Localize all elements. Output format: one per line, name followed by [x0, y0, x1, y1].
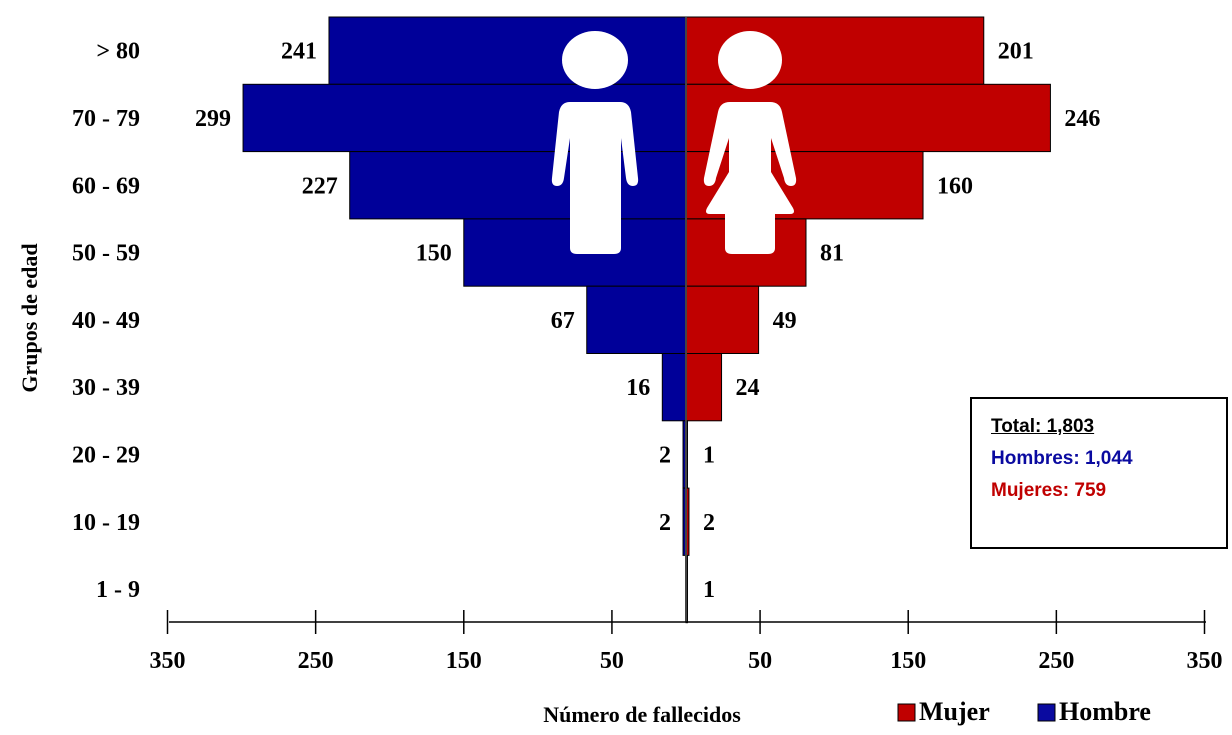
legend-swatch-hombre [1037, 703, 1056, 722]
age-group-label: 10 - 19 [72, 510, 140, 536]
totals-box: Total: 1,803 Hombres: 1,044 Mujeres: 759 [970, 397, 1228, 549]
value-label-mujer: 49 [773, 308, 797, 334]
female-figure-icon [703, 31, 797, 254]
value-label-mujer: 160 [937, 173, 973, 199]
x-tick-label: 150 [446, 648, 482, 674]
value-label-mujer: 1 [703, 577, 715, 603]
legend-label-mujer: Mujer [919, 697, 990, 726]
men-bars [242, 16, 687, 556]
women-count: Mujeres: 759 [991, 480, 1107, 501]
men-count: Hombres: 1,044 [991, 448, 1133, 469]
age-group-label: 20 - 29 [72, 442, 140, 468]
legend-label-hombre: Hombre [1059, 697, 1151, 726]
x-tick-label: 50 [748, 648, 772, 674]
x-tick-label: 250 [1038, 648, 1074, 674]
age-group-label: > 80 [96, 39, 140, 65]
age-group-label: 50 - 59 [72, 241, 140, 267]
y-axis-title: Grupos de edad [17, 243, 42, 392]
value-label-mujer: 24 [736, 375, 760, 401]
bar-hombre [328, 16, 687, 85]
value-label-hombre: 241 [281, 39, 317, 65]
legend: Mujer Hombre [897, 697, 1151, 726]
value-label-hombre: 16 [626, 375, 650, 401]
age-group-label: 70 - 79 [72, 106, 140, 132]
x-tick-label: 250 [298, 648, 334, 674]
age-group-label: 1 - 9 [96, 577, 140, 603]
bar-mujer [685, 285, 760, 355]
age-group-label: 30 - 39 [72, 375, 140, 401]
age-group-label: 60 - 69 [72, 173, 140, 199]
value-label-mujer: 1 [703, 442, 715, 468]
age-group-label: 40 - 49 [72, 308, 140, 334]
bar-mujer [685, 353, 723, 422]
value-label-hombre: 2 [659, 510, 671, 536]
x-axis-title: Número de fallecidos [543, 702, 741, 727]
value-label-mujer: 2 [703, 510, 715, 536]
value-label-hombre: 299 [195, 106, 231, 132]
value-label-mujer: 201 [998, 39, 1034, 65]
value-label-hombre: 67 [551, 308, 575, 334]
value-label-mujer: 246 [1064, 106, 1100, 132]
total-count: Total: 1,803 [991, 416, 1095, 437]
value-labels: 241 201 299 246 227 160 150 81 67 49 16 24 2 1 2 2 1 [195, 39, 1100, 603]
value-label-hombre: 2 [659, 442, 671, 468]
x-tick-label: 150 [890, 648, 926, 674]
value-label-hombre: 227 [302, 173, 338, 199]
x-tick-label: 350 [1187, 648, 1223, 674]
x-axis-ticks: 350 250 150 50 50 150 250 350 [150, 610, 1223, 674]
value-label-hombre: 150 [416, 241, 452, 267]
value-label-mujer: 81 [820, 241, 844, 267]
age-group-labels: > 80 70 - 79 60 - 69 50 - 59 40 - 49 30 - 39 2… [72, 39, 140, 603]
male-figure-icon [551, 31, 639, 254]
bar-hombre [661, 353, 687, 422]
legend-swatch-mujer [897, 703, 916, 722]
x-tick-label: 350 [150, 648, 186, 674]
x-tick-label: 50 [600, 648, 624, 674]
bar-hombre [586, 285, 687, 355]
x-axis: 350 250 150 50 50 150 250 350 [150, 610, 1223, 674]
